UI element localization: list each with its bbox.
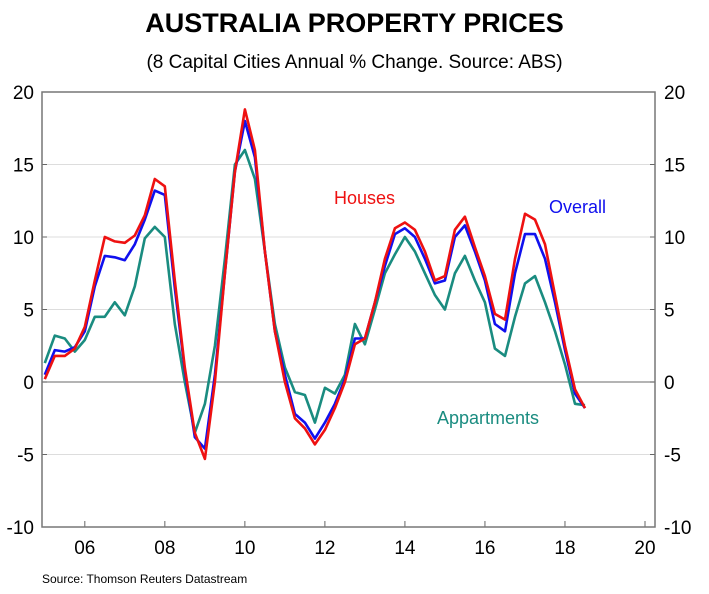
x-tick-label: 18: [554, 538, 575, 559]
series-line-overall: [43, 119, 587, 451]
x-tick-label: 14: [394, 538, 416, 559]
legend-label-houses: Houses: [334, 188, 395, 208]
y-tick-label-left: 0: [23, 373, 34, 394]
y-tick-label-right: 20: [664, 83, 685, 104]
x-tick-label: 08: [154, 538, 175, 559]
y-tick-label-right: 5: [664, 301, 675, 322]
x-tick-label: 20: [634, 538, 655, 559]
chart-title: AUSTRALIA PROPERTY PRICES: [145, 8, 564, 38]
y-tick-label-left: -10: [7, 518, 34, 539]
series-line-appartments: [43, 148, 586, 435]
y-tick-label-left: -5: [17, 446, 34, 467]
chart-subtitle: (8 Capital Cities Annual % Change. Sourc…: [146, 52, 563, 73]
plot-frame: [41, 91, 656, 528]
y-tick-label-left: 10: [13, 228, 34, 249]
y-tick-label-right: 15: [664, 156, 685, 177]
y-tick-label-left: 20: [13, 83, 34, 104]
y-tick-label-left: 5: [23, 301, 34, 322]
y-tick-label-right: 0: [664, 373, 675, 394]
series-line-houses: [43, 108, 587, 461]
x-tick-label: 16: [474, 538, 495, 559]
x-tick-label: 10: [234, 538, 255, 559]
legend-label-overall: Overall: [549, 197, 606, 217]
y-tick-label-right: 10: [664, 228, 685, 249]
x-tick-label: 12: [314, 538, 335, 559]
legend-label-appartments: Appartments: [437, 408, 539, 428]
y-tick-label-right: -5: [664, 446, 681, 467]
y-tick-label-right: -10: [664, 518, 691, 539]
y-tick-label-left: 15: [13, 156, 34, 177]
source-note: Source: Thomson Reuters Datastream: [42, 572, 248, 586]
x-tick-label: 06: [74, 538, 95, 559]
